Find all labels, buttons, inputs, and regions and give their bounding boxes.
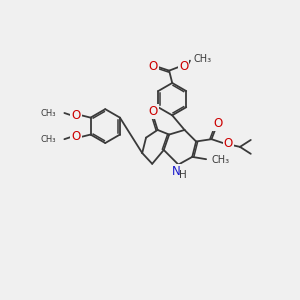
Text: O: O	[148, 105, 158, 118]
Text: CH₃: CH₃	[40, 109, 56, 118]
Text: O: O	[179, 59, 188, 73]
Text: O: O	[213, 117, 222, 130]
Text: N: N	[172, 165, 181, 178]
Text: CH₃: CH₃	[212, 155, 230, 165]
Text: O: O	[71, 109, 81, 122]
Text: CH₃: CH₃	[40, 135, 56, 144]
Text: O: O	[148, 59, 158, 73]
Text: O: O	[71, 130, 81, 143]
Text: O: O	[224, 137, 233, 150]
Text: H: H	[179, 170, 187, 180]
Text: CH₃: CH₃	[194, 54, 212, 64]
